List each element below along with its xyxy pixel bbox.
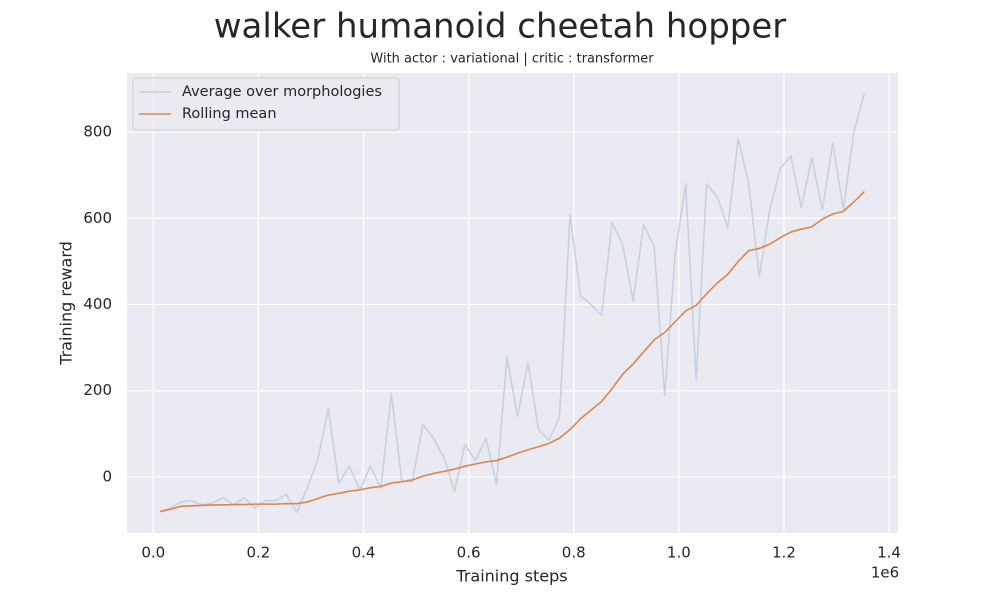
- x-axis-label: Training steps: [455, 567, 567, 586]
- y-tick-label: 600: [83, 209, 112, 227]
- x-tick-label: 0.4: [352, 544, 376, 562]
- x-offset-label: 1e6: [871, 564, 899, 582]
- chart-title: walker humanoid cheetah hopper: [214, 7, 787, 47]
- x-tick-label: 0.0: [141, 544, 165, 562]
- series-line: [159, 190, 865, 513]
- x-tick-label: 0.8: [562, 544, 586, 562]
- x-tick-label: 1.0: [667, 544, 691, 562]
- x-tick-label: 1.2: [772, 544, 796, 562]
- chart-subtitle: With actor : variational | critic : tran…: [370, 52, 654, 67]
- series-line: [159, 93, 866, 514]
- legend-box: [132, 77, 400, 131]
- x-tick-label: 0.2: [246, 544, 270, 562]
- x-tick-label: 1.4: [877, 544, 901, 562]
- y-tick-label: 200: [83, 381, 112, 399]
- y-tick-label: 0: [102, 467, 112, 485]
- x-tick-label: 0.6: [457, 544, 481, 562]
- legend: Average over morphologies Rolling mean: [132, 77, 400, 131]
- legend-label: Average over morphologies: [182, 84, 382, 100]
- y-tick-label: 400: [83, 295, 112, 313]
- y-axis-label: Training reward: [57, 241, 76, 366]
- plot-area: [127, 73, 898, 533]
- legend-label: Rolling mean: [182, 106, 277, 122]
- y-tick-label: 800: [83, 123, 112, 141]
